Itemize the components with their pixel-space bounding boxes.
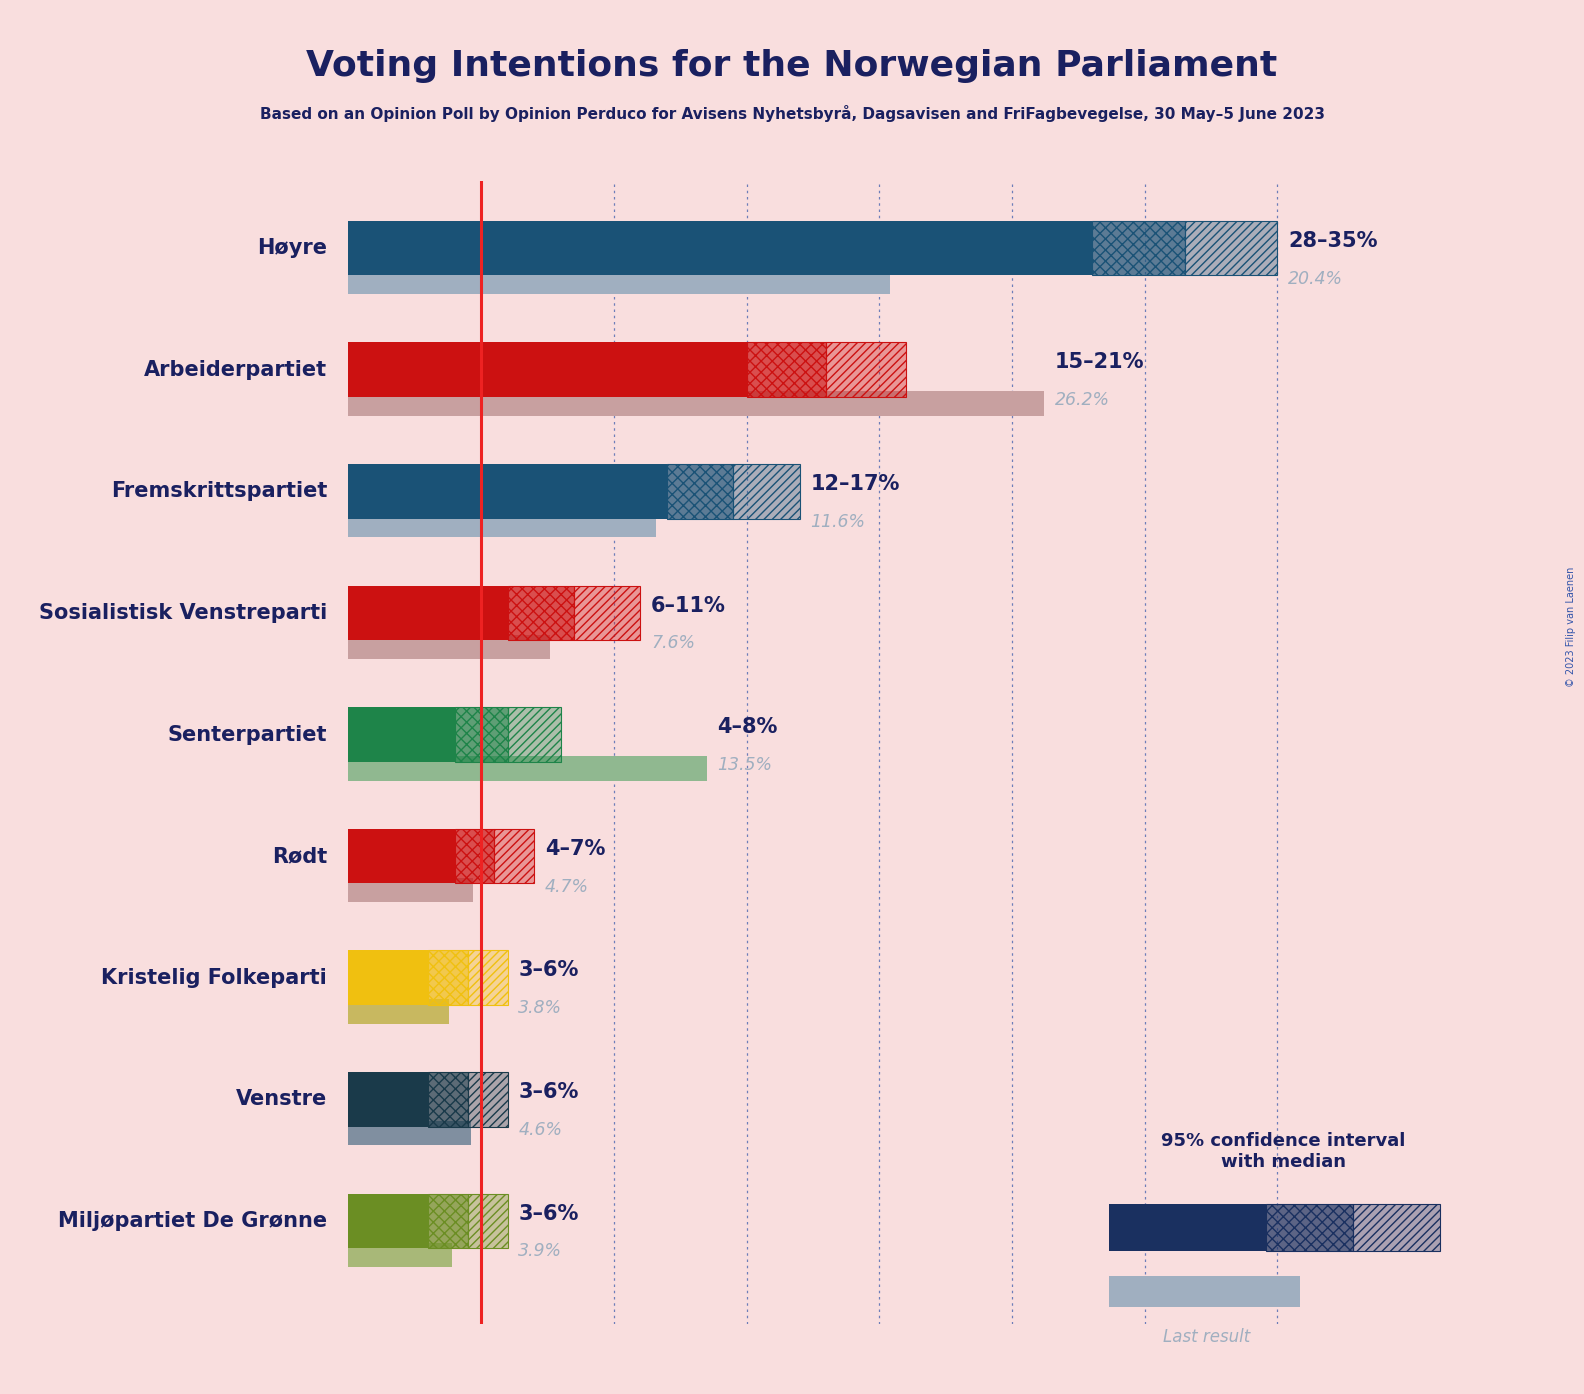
Text: 7.6%: 7.6% (651, 634, 695, 652)
Text: 4–8%: 4–8% (718, 718, 778, 737)
Bar (348, 634, 550, 659)
Text: Arbeiderpartiet: Arbeiderpartiet (144, 360, 328, 379)
Bar (1091, 220, 1185, 276)
Bar (348, 220, 1091, 276)
Bar (348, 999, 450, 1023)
Bar (827, 343, 906, 397)
Bar (494, 829, 534, 884)
Bar (508, 707, 561, 763)
Text: Voting Intentions for the Norwegian Parliament: Voting Intentions for the Norwegian Parl… (306, 49, 1278, 82)
Bar (348, 1121, 470, 1146)
Text: 12–17%: 12–17% (811, 474, 900, 493)
Bar (467, 1072, 508, 1126)
Bar (348, 757, 706, 781)
Bar (428, 1072, 467, 1126)
Bar (467, 1193, 508, 1248)
Text: Miljøpartiet De Grønne: Miljøpartiet De Grønne (59, 1211, 328, 1231)
Text: 6–11%: 6–11% (651, 595, 725, 616)
Bar (467, 951, 508, 1005)
Text: Fremskrittspartiet: Fremskrittspartiet (111, 481, 328, 502)
Bar (455, 707, 508, 763)
Bar (348, 392, 1044, 415)
Text: Rødt: Rødt (272, 846, 328, 866)
Bar (1185, 220, 1277, 276)
Bar (1091, 220, 1185, 276)
Text: 3–6%: 3–6% (518, 1082, 578, 1103)
Text: 3–6%: 3–6% (518, 960, 578, 980)
Text: 4–7%: 4–7% (545, 839, 605, 859)
Bar (348, 1242, 451, 1267)
Bar (348, 464, 667, 519)
Text: © 2023 Filip van Laenen: © 2023 Filip van Laenen (1567, 567, 1576, 687)
Bar (428, 1072, 467, 1126)
Bar (428, 1193, 467, 1248)
Bar (348, 707, 455, 763)
Bar (348, 513, 656, 538)
Bar (348, 270, 890, 294)
Text: 4.6%: 4.6% (518, 1121, 562, 1139)
Bar (455, 707, 508, 763)
Text: Høyre: Høyre (257, 238, 328, 258)
Text: Sosialistisk Venstreparti: Sosialistisk Venstreparti (40, 604, 328, 623)
Bar (573, 585, 640, 640)
Bar (746, 343, 827, 397)
Bar (455, 829, 494, 884)
Bar (428, 951, 467, 1005)
Bar (1185, 220, 1277, 276)
Bar (455, 829, 494, 884)
Bar (1266, 1203, 1353, 1250)
Bar (348, 343, 746, 397)
Bar (1353, 1203, 1440, 1250)
Text: Last result: Last result (1163, 1328, 1250, 1347)
Text: Kristelig Folkeparti: Kristelig Folkeparti (101, 967, 328, 988)
Text: Based on an Opinion Poll by Opinion Perduco for Avisens Nyhetsbyrå, Dagsavisen a: Based on an Opinion Poll by Opinion Perd… (260, 105, 1324, 121)
Bar (428, 951, 467, 1005)
Text: 3.8%: 3.8% (518, 999, 562, 1018)
Bar (467, 951, 508, 1005)
Bar (733, 464, 800, 519)
Text: 20.4%: 20.4% (1288, 269, 1343, 287)
Bar (348, 951, 428, 1005)
Bar (1109, 1203, 1266, 1250)
Bar (827, 343, 906, 397)
Text: 26.2%: 26.2% (1055, 392, 1109, 408)
Bar (467, 1193, 508, 1248)
Text: 13.5%: 13.5% (718, 756, 773, 774)
Bar (348, 829, 455, 884)
Bar (1353, 1203, 1440, 1250)
Bar (667, 464, 733, 519)
Text: 3–6%: 3–6% (518, 1203, 578, 1224)
Bar (348, 1072, 428, 1126)
Bar (348, 585, 508, 640)
Bar (508, 707, 561, 763)
Bar (348, 1193, 428, 1248)
Text: 4.7%: 4.7% (545, 878, 589, 895)
Bar (573, 585, 640, 640)
Text: 28–35%: 28–35% (1288, 231, 1378, 251)
Bar (1109, 1277, 1300, 1306)
Bar (667, 464, 733, 519)
Bar (1266, 1203, 1353, 1250)
Text: 95% confidence interval
with median: 95% confidence interval with median (1161, 1132, 1405, 1171)
Bar (733, 464, 800, 519)
Text: 11.6%: 11.6% (811, 513, 865, 531)
Text: 15–21%: 15–21% (1055, 353, 1144, 372)
Bar (508, 585, 573, 640)
Bar (428, 1193, 467, 1248)
Text: Venstre: Venstre (236, 1089, 328, 1110)
Bar (508, 585, 573, 640)
Bar (494, 829, 534, 884)
Bar (467, 1072, 508, 1126)
Text: Senterpartiet: Senterpartiet (168, 725, 328, 744)
Bar (348, 878, 474, 902)
Bar (746, 343, 827, 397)
Text: 3.9%: 3.9% (518, 1242, 562, 1260)
